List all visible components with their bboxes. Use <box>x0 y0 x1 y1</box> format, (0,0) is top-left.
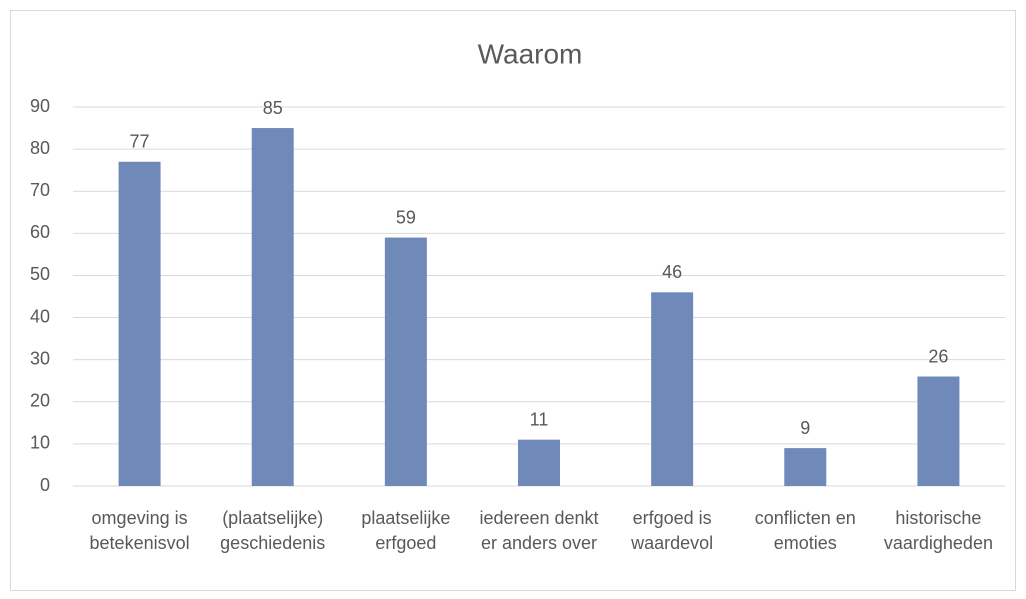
x-tick-label: erfgoed is waardevol <box>630 508 713 553</box>
data-label: 77 <box>130 131 150 151</box>
data-label: 26 <box>928 346 948 366</box>
x-tick-label: historische vaardigheden <box>884 508 993 553</box>
bar <box>784 448 827 486</box>
y-tick-label: 10 <box>30 433 50 453</box>
y-tick-label: 70 <box>30 180 50 200</box>
bar <box>651 292 694 486</box>
bar <box>518 439 560 486</box>
chart-border <box>10 10 1016 591</box>
y-tick-label: 40 <box>30 306 50 326</box>
y-tick-label: 0 <box>40 475 50 495</box>
data-label: 9 <box>800 418 810 438</box>
data-label: 11 <box>530 409 549 429</box>
x-tick-label: conflicten en emoties <box>755 508 856 553</box>
data-label: 85 <box>263 98 283 118</box>
y-tick-label: 60 <box>30 222 50 242</box>
y-tick-label: 30 <box>30 348 50 368</box>
x-tick-label: plaatselijke erfgoed <box>361 508 450 553</box>
bar <box>917 376 960 486</box>
x-tick-label: (plaatselijke) geschiedenis <box>220 508 325 553</box>
y-tick-label: 80 <box>30 138 50 158</box>
data-label: 59 <box>396 207 416 227</box>
y-tick-label: 50 <box>30 264 50 284</box>
x-tick-label: iedereen denkt er anders over <box>479 508 598 553</box>
y-tick-label: 90 <box>30 96 50 116</box>
bar <box>251 128 294 487</box>
bar <box>384 237 427 486</box>
chart-title: Waarom <box>478 38 583 69</box>
y-tick-label: 20 <box>30 391 50 411</box>
data-label: 46 <box>662 262 682 282</box>
x-tick-label: omgeving is betekenisvol <box>90 508 190 553</box>
bar <box>118 161 161 486</box>
